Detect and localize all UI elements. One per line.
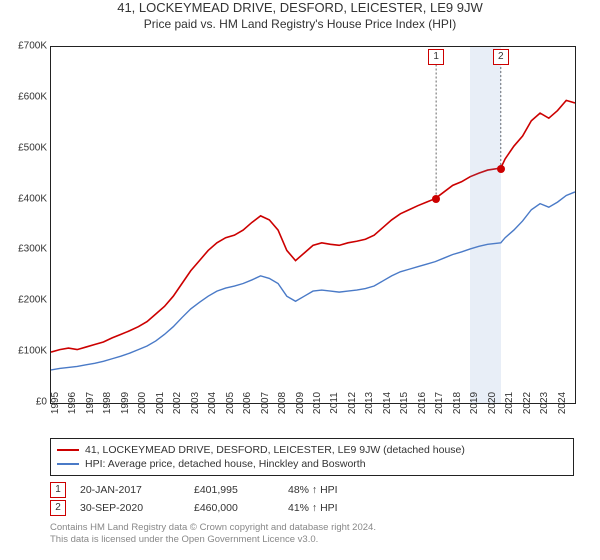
y-axis-label: £600K: [18, 91, 47, 102]
x-axis-label: 2001: [155, 392, 166, 414]
x-axis-labels: 1995199619971998199920002001200220032004…: [50, 403, 574, 423]
sale-marker-label: 2: [493, 49, 509, 65]
legend-label: HPI: Average price, detached house, Hinc…: [85, 458, 366, 470]
sale-point-price: £460,000: [194, 502, 274, 514]
x-axis-label: 2006: [242, 392, 253, 414]
y-axis-label: £300K: [18, 244, 47, 255]
x-axis-label: 2002: [172, 392, 183, 414]
x-axis-label: 2023: [539, 392, 550, 414]
sale-point-num: 2: [50, 500, 66, 516]
x-axis-label: 1997: [85, 392, 96, 414]
x-axis-label: 2008: [277, 392, 288, 414]
sale-point-pct: 41% ↑ HPI: [288, 502, 378, 514]
sale-point-pct: 48% ↑ HPI: [288, 484, 378, 496]
footer-attribution: Contains HM Land Registry data © Crown c…: [50, 522, 574, 547]
legend-item: 41, LOCKEYMEAD DRIVE, DESFORD, LEICESTER…: [57, 443, 567, 457]
x-axis-label: 1998: [102, 392, 113, 414]
legend-item: HPI: Average price, detached house, Hinc…: [57, 457, 567, 471]
y-axis-label: £0: [36, 397, 47, 408]
x-axis-label: 2022: [522, 392, 533, 414]
sale-point-price: £401,995: [194, 484, 274, 496]
y-axis-label: £100K: [18, 346, 47, 357]
legend-box: 41, LOCKEYMEAD DRIVE, DESFORD, LEICESTER…: [50, 438, 574, 476]
y-axis-label: £700K: [18, 41, 47, 52]
x-axis-label: 2010: [312, 392, 323, 414]
x-axis-label: 2019: [469, 392, 480, 414]
x-axis-label: 2005: [225, 392, 236, 414]
sale-marker-dot: [497, 165, 505, 173]
sale-marker-dot: [432, 195, 440, 203]
chart-title: 41, LOCKEYMEAD DRIVE, DESFORD, LEICESTER…: [0, 0, 600, 15]
sale-point-date: 30-SEP-2020: [80, 502, 180, 514]
highlight-band: [470, 47, 501, 403]
sale-point-num: 1: [50, 482, 66, 498]
legend-swatch: [57, 463, 79, 465]
y-axis-label: £500K: [18, 142, 47, 153]
x-axis-label: 1995: [50, 392, 61, 414]
footer-line2: This data is licensed under the Open Gov…: [50, 534, 574, 546]
footer-line1: Contains HM Land Registry data © Crown c…: [50, 522, 574, 534]
x-axis-label: 2014: [382, 392, 393, 414]
x-axis-label: 2016: [417, 392, 428, 414]
sale-point-row: 2 30-SEP-2020 £460,000 41% ↑ HPI: [50, 500, 574, 516]
chart-subtitle: Price paid vs. HM Land Registry's House …: [0, 17, 600, 31]
x-axis-label: 2013: [364, 392, 375, 414]
x-axis-label: 2017: [434, 392, 445, 414]
sale-points-table: 1 20-JAN-2017 £401,995 48% ↑ HPI 2 30-SEP-202…: [50, 482, 574, 516]
legend-label: 41, LOCKEYMEAD DRIVE, DESFORD, LEICESTER…: [85, 444, 465, 456]
sale-point-date: 20-JAN-2017: [80, 484, 180, 496]
x-axis-label: 2018: [452, 392, 463, 414]
plot-region: 12: [50, 46, 576, 404]
x-axis-label: 2015: [399, 392, 410, 414]
x-axis-label: 2009: [295, 392, 306, 414]
y-axis-label: £200K: [18, 295, 47, 306]
sale-marker-label: 1: [428, 49, 444, 65]
x-axis-label: 2000: [137, 392, 148, 414]
chart-area: 12 1995199619971998199920002001200220032…: [50, 46, 574, 422]
x-axis-label: 2012: [347, 392, 358, 414]
legend-swatch: [57, 449, 79, 451]
x-axis-label: 2024: [557, 392, 568, 414]
x-axis-label: 2020: [487, 392, 498, 414]
x-axis-label: 2021: [504, 392, 515, 414]
y-axis-label: £400K: [18, 193, 47, 204]
x-axis-label: 1999: [120, 392, 131, 414]
x-axis-label: 2003: [190, 392, 201, 414]
x-axis-label: 2011: [329, 392, 340, 414]
sale-point-row: 1 20-JAN-2017 £401,995 48% ↑ HPI: [50, 482, 574, 498]
x-axis-label: 2004: [207, 392, 218, 414]
x-axis-label: 2007: [260, 392, 271, 414]
x-axis-label: 1996: [67, 392, 78, 414]
